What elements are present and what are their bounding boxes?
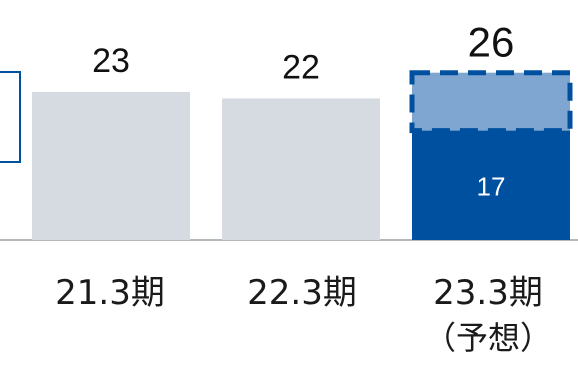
category-note-forecast: （予想） bbox=[423, 319, 552, 357]
bar-lower-23.3期 bbox=[412, 130, 570, 240]
bar-22.3期 bbox=[222, 98, 380, 240]
value-label-21.3期: 23 bbox=[92, 42, 130, 80]
segment-value-label: 17 bbox=[477, 171, 506, 201]
value-label-23.3期: 26 bbox=[468, 19, 515, 66]
category-label-22-3: 22.3期 bbox=[247, 273, 357, 313]
bar-upper-23.3期 bbox=[412, 72, 570, 131]
left-cropped-box bbox=[0, 71, 21, 163]
value-label-22.3期: 22 bbox=[282, 48, 320, 86]
category-label-21-3: 21.3期 bbox=[55, 273, 165, 313]
category-label-23-3: 23.3期 bbox=[433, 273, 543, 313]
bar-21.3期 bbox=[32, 92, 190, 240]
